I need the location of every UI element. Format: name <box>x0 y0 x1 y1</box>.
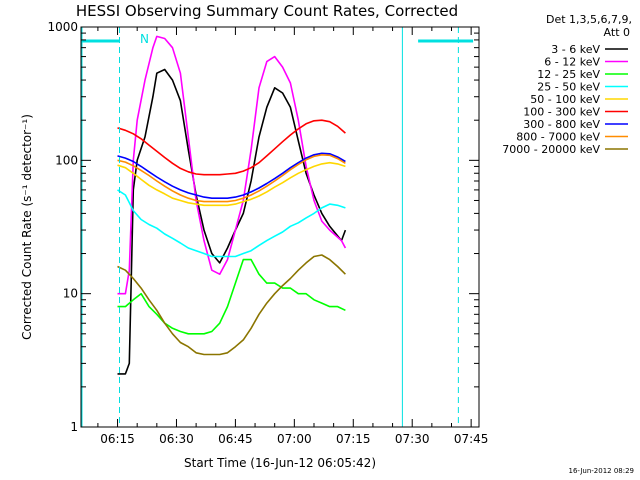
x-tick-label: 06:45 <box>218 432 253 446</box>
series-line-100-300-kev <box>117 119 346 176</box>
x-tick-label: 06:15 <box>100 432 135 446</box>
x-tick-label: 07:45 <box>454 432 489 446</box>
series-line-3-6-kev <box>117 68 347 375</box>
x-tick-label: 07:30 <box>395 432 430 446</box>
series-line-800-7000-kev <box>117 154 346 203</box>
legend-header-line-2: Att 0 <box>604 26 630 39</box>
axis-ticks: 06:15 06:30 06:45 07:00 07:15 07:30 07:45 1 10 10… <box>47 20 488 446</box>
y-tick-label: 1000 <box>47 20 78 34</box>
legend-label-300-800-kev: 300 - 800 keV <box>523 118 600 131</box>
legend-label-6-12-kev: 6 - 12 keV <box>544 56 600 69</box>
series-line-7000-20000-kev <box>117 254 346 356</box>
x-tick-label: 06:30 <box>159 432 194 446</box>
series-line-12-25-kev <box>117 258 346 335</box>
legend-label-3-6-kev: 3 - 6 keV <box>551 43 600 56</box>
y-axis-label: Corrected Count Rate (s⁻¹ detector⁻¹) <box>20 114 34 340</box>
x-tick-label: 07:15 <box>336 432 371 446</box>
legend-label-7000-20000-kev: 7000 - 20000 keV <box>502 143 600 156</box>
y-tick-label: 100 <box>55 153 78 167</box>
y-tick-label: 10 <box>63 287 78 301</box>
series-layer <box>117 35 347 375</box>
overlay-layer <box>81 27 474 427</box>
y-tick-label: 1 <box>70 420 78 434</box>
legend-label-12-25-kev: 12 - 25 keV <box>537 68 600 81</box>
series-line-50-100-kev <box>117 161 346 207</box>
series-line-300-800-kev <box>117 152 346 199</box>
chart-title: HESSI Observing Summary Count Rates, Cor… <box>76 2 458 20</box>
n-marker-label: N <box>140 32 149 46</box>
legend-header-line-1: Det 1,3,5,6,7,9, <box>546 13 632 26</box>
legend-label-800-7000-kev: 800 - 7000 keV <box>516 131 600 144</box>
series-line-25-50-kev <box>117 189 346 258</box>
timestamp: 16-Jun-2012 08:29 <box>569 467 635 475</box>
legend-label-100-300-kev: 100 - 300 keV <box>523 106 600 119</box>
legend-label-25-50-kev: 25 - 50 keV <box>537 81 600 94</box>
plot-frame <box>80 26 480 428</box>
x-tick-label: 07:00 <box>277 432 312 446</box>
series-line-6-12-kev <box>117 35 347 295</box>
x-axis-label: Start Time (16-Jun-12 06:05:42) <box>184 456 376 470</box>
legend-label-50-100-kev: 50 - 100 keV <box>530 93 600 106</box>
legend-header: Det 1,3,5,6,7,9, Att 0 <box>546 13 632 39</box>
